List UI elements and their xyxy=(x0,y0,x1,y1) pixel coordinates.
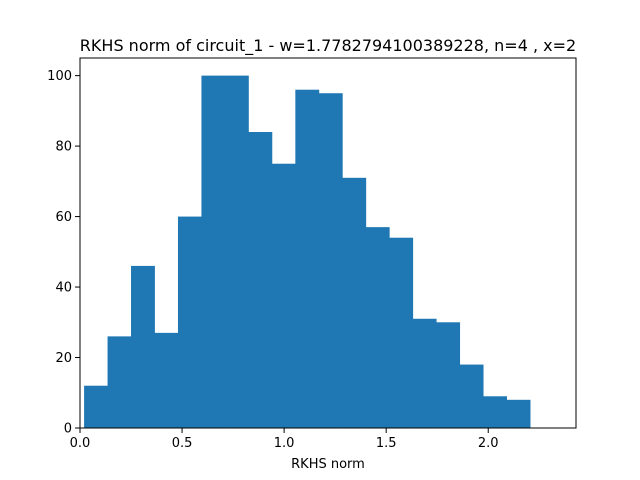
y-tick-label: 100 xyxy=(47,69,72,84)
plot-frame xyxy=(79,57,577,429)
histogram-bar-12 xyxy=(365,227,390,428)
y-tick-label: 60 xyxy=(55,210,72,225)
x-axis-label: RKHS norm xyxy=(291,457,365,472)
histogram-bar-0 xyxy=(84,385,108,428)
histogram-bar-2 xyxy=(131,265,155,428)
x-axis-ticks: 0.0 0.5 1.0 1.5 2.0 xyxy=(70,428,499,451)
histogram-bar-8 xyxy=(271,163,296,428)
y-tick-label: 80 xyxy=(55,140,72,155)
y-tick-label: 20 xyxy=(55,351,72,366)
histogram-bar-3 xyxy=(154,332,179,428)
histogram-bar-9 xyxy=(295,89,320,428)
histogram-bar-14 xyxy=(412,318,437,428)
y-tick-label: 40 xyxy=(55,281,72,296)
histogram-bar-11 xyxy=(342,177,367,428)
histogram-bars xyxy=(84,75,531,428)
x-tick-label: 2.0 xyxy=(478,436,499,451)
histogram-bar-18 xyxy=(506,399,531,428)
histogram-bar-4 xyxy=(177,216,202,428)
histogram-bar-17 xyxy=(483,396,508,428)
histogram-bar-1 xyxy=(107,336,132,428)
histogram-bar-16 xyxy=(459,364,484,428)
histogram-bar-5 xyxy=(201,75,226,428)
y-tick-label: 0 xyxy=(64,422,72,437)
histogram-bar-6 xyxy=(224,75,249,428)
histogram-bar-15 xyxy=(436,322,461,428)
histogram-bar-13 xyxy=(389,237,414,428)
y-axis-ticks: 0 20 40 60 80 100 xyxy=(47,69,80,437)
histogram-bar-10 xyxy=(318,93,343,428)
chart-title: RKHS norm of circuit_1 - w=1.77827941003… xyxy=(80,36,576,56)
histogram-bar-7 xyxy=(248,132,273,428)
x-tick-label: 1.5 xyxy=(376,436,397,451)
x-tick-label: 0.0 xyxy=(70,436,91,451)
x-tick-label: 0.5 xyxy=(172,436,193,451)
x-tick-label: 1.0 xyxy=(274,436,295,451)
